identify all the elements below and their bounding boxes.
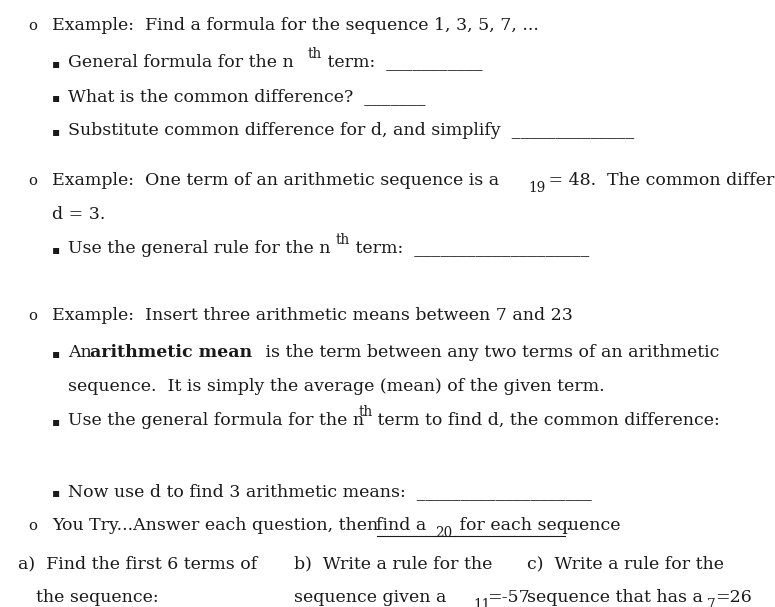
Text: d = 3.: d = 3. [52, 206, 105, 223]
Text: Substitute common difference for d, and simplify  ______________: Substitute common difference for d, and … [68, 122, 634, 139]
Text: term:  ___________: term: ___________ [322, 54, 483, 71]
Text: =-57: =-57 [487, 589, 530, 606]
Text: th: th [336, 233, 350, 247]
Text: Use the general rule for the n: Use the general rule for the n [68, 240, 330, 257]
Text: sequence that has a: sequence that has a [527, 589, 703, 606]
Text: .: . [565, 517, 570, 534]
Text: ▪: ▪ [52, 347, 60, 360]
Text: 20: 20 [436, 526, 453, 540]
Text: sequence given a: sequence given a [294, 589, 446, 606]
Text: You Try...Answer each question, then: You Try...Answer each question, then [52, 517, 384, 534]
Text: ▪: ▪ [52, 91, 60, 104]
Text: Example:  One term of an arithmetic sequence is a: Example: One term of an arithmetic seque… [52, 172, 499, 189]
Text: th: th [308, 47, 322, 61]
Text: find a: find a [377, 517, 427, 534]
Text: Example:  Find a formula for the sequence 1, 3, 5, 7, ...: Example: Find a formula for the sequence… [52, 17, 539, 34]
Text: is the term between any two terms of an arithmetic: is the term between any two terms of an … [260, 344, 719, 361]
Text: General formula for the n: General formula for the n [68, 54, 294, 71]
Text: An: An [68, 344, 97, 361]
Text: ▪: ▪ [52, 57, 60, 70]
Text: sequence.  It is simply the average (mean) of the given term.: sequence. It is simply the average (mean… [68, 378, 605, 395]
Text: for each sequence: for each sequence [454, 517, 621, 534]
Text: 19: 19 [529, 181, 546, 195]
Text: a)  Find the first 6 terms of: a) Find the first 6 terms of [18, 555, 257, 572]
Text: th: th [359, 405, 373, 419]
Text: arithmetic mean: arithmetic mean [90, 344, 252, 361]
Text: term to find d, the common difference:: term to find d, the common difference: [373, 412, 720, 429]
Text: o: o [28, 309, 37, 323]
Text: Now use d to find 3 arithmetic means:  ____________________: Now use d to find 3 arithmetic means: __… [68, 483, 592, 500]
Text: o: o [28, 519, 37, 533]
Text: 11: 11 [474, 598, 491, 607]
Text: ▪: ▪ [52, 415, 60, 428]
Text: Use the general formula for the n: Use the general formula for the n [68, 412, 364, 429]
Text: What is the common difference?  _______: What is the common difference? _______ [68, 88, 425, 105]
Text: term:  ____________________: term: ____________________ [350, 240, 589, 257]
Text: o: o [28, 174, 37, 188]
Text: = 48.  The common difference is: = 48. The common difference is [543, 172, 775, 189]
Text: ▪: ▪ [52, 125, 60, 138]
Text: =26: =26 [715, 589, 753, 606]
Text: b)  Write a rule for the: b) Write a rule for the [294, 555, 492, 572]
Text: ▪: ▪ [52, 243, 60, 256]
Text: c)  Write a rule for the: c) Write a rule for the [527, 555, 724, 572]
Text: Example:  Insert three arithmetic means between 7 and 23: Example: Insert three arithmetic means b… [52, 307, 573, 324]
Text: o: o [28, 19, 37, 33]
Text: 7: 7 [707, 598, 715, 607]
Text: the sequence:: the sequence: [36, 589, 159, 606]
Text: ▪: ▪ [52, 486, 60, 499]
